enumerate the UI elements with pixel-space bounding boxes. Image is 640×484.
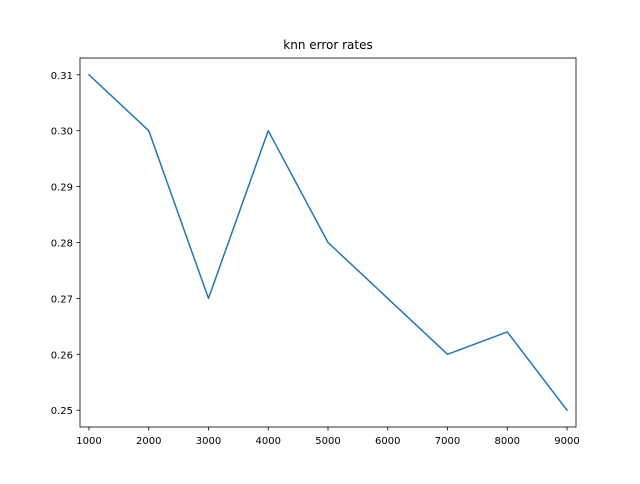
x-tick-label: 7000 [435, 436, 460, 447]
x-tick-label: 1000 [76, 436, 101, 447]
axes-frame [79, 57, 577, 428]
x-tick-label: 2000 [136, 436, 161, 447]
x-tick-label: 9000 [554, 436, 579, 447]
y-tick-label: 0.29 [51, 183, 73, 194]
x-tick-label: 4000 [256, 436, 281, 447]
x-tick-label: 3000 [196, 436, 221, 447]
plot-area: 1000 2000 3000 4000 5000 6000 7000 8000 9000 0.25… [51, 57, 580, 447]
y-tick-label: 0.30 [51, 127, 73, 138]
x-tick-label: 8000 [495, 436, 520, 447]
y-tick-label: 0.27 [51, 294, 73, 305]
x-tick-label: 6000 [375, 436, 400, 447]
y-tick-label: 0.28 [51, 239, 73, 250]
y-tick-label: 0.25 [51, 406, 73, 417]
chart-title: knn error rates [283, 38, 372, 52]
y-tick-label: 0.31 [51, 71, 73, 82]
series-line [87, 73, 569, 412]
y-tick-label: 0.26 [51, 350, 73, 361]
x-tick-label: 5000 [315, 436, 340, 447]
